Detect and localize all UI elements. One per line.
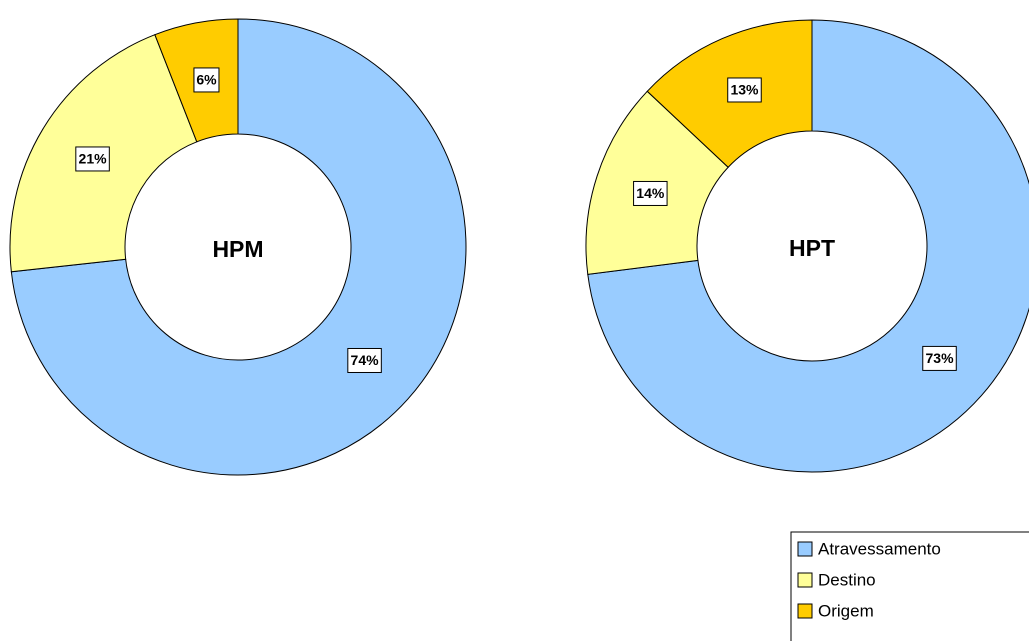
chart-title: HPM [212, 236, 263, 262]
data-label-box [727, 77, 762, 103]
legend-box [790, 531, 1029, 641]
legend-swatch [797, 572, 813, 588]
data-label: 14% [636, 185, 665, 201]
chart-title: HPT [789, 235, 835, 261]
data-label: 6% [196, 72, 217, 88]
data-label: 74% [351, 352, 380, 368]
data-label-box [347, 347, 382, 373]
data-label-box [193, 67, 220, 93]
legend-swatch [797, 541, 813, 557]
data-label-box [922, 345, 957, 371]
data-label-box [75, 146, 110, 172]
data-label: 73% [926, 350, 955, 366]
data-label: 13% [730, 82, 759, 98]
legend-label: Destino [818, 570, 876, 589]
data-label: 21% [79, 151, 108, 167]
legend-swatch [797, 603, 813, 619]
legend-label: Atravessamento [818, 539, 941, 558]
donut-slice [587, 19, 1029, 473]
legend-label: Origem [818, 601, 874, 620]
data-label-box [633, 180, 668, 206]
